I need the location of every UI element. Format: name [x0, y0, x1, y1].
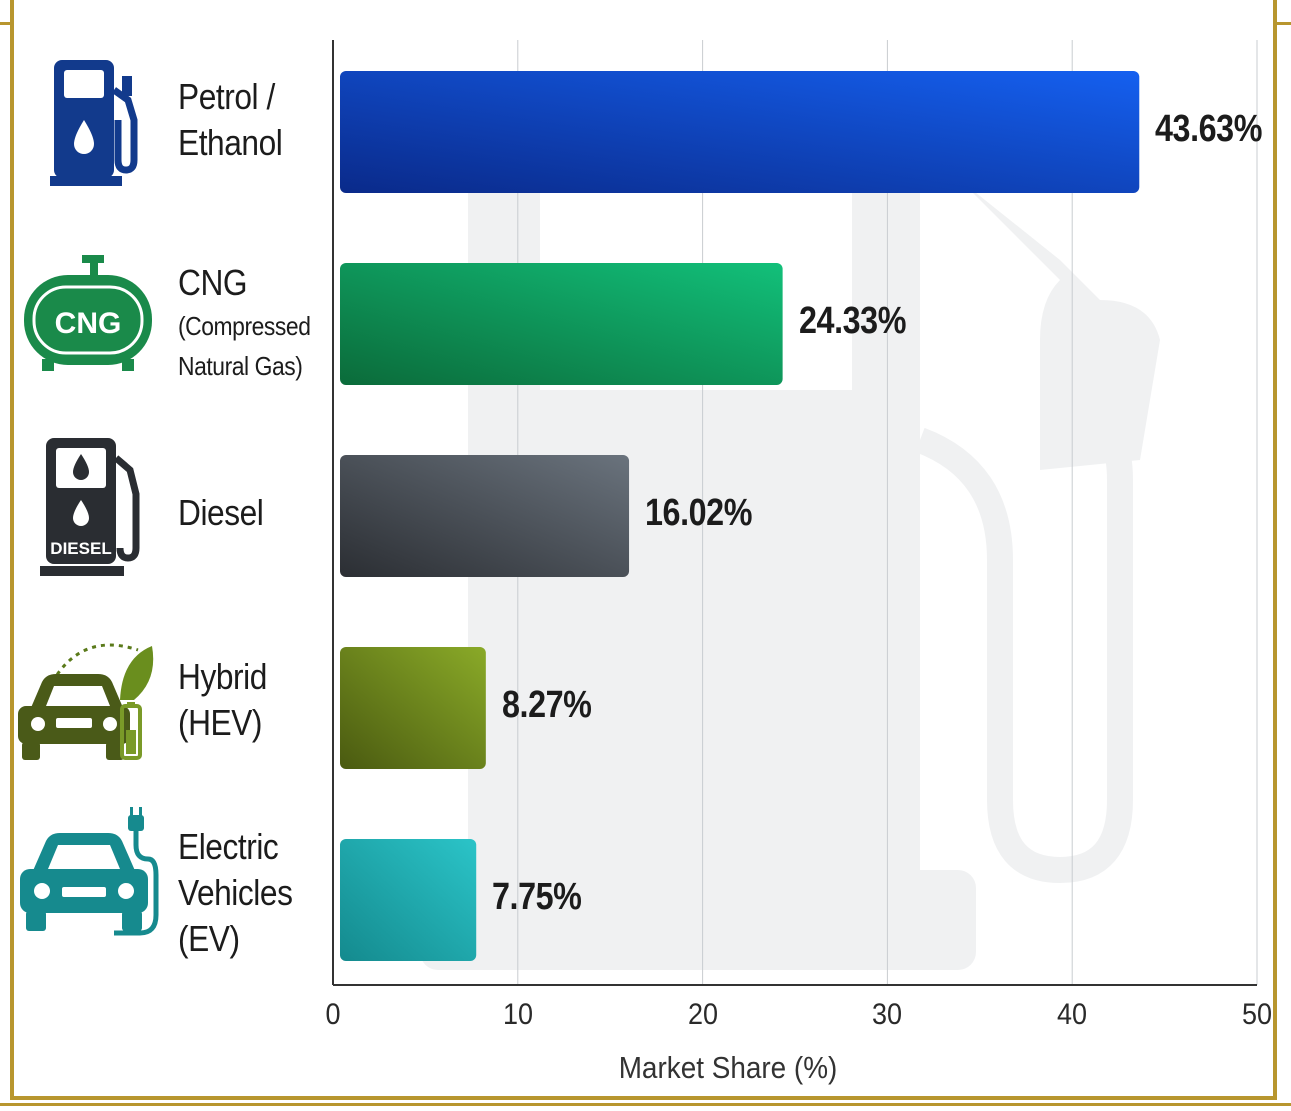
bottom-border-line — [0, 1103, 1291, 1106]
bar — [340, 71, 1140, 193]
bar — [340, 455, 630, 577]
category-line: (EV) — [178, 918, 240, 959]
bar-value-label: 16.02% — [645, 492, 753, 534]
category-line: Diesel — [178, 492, 264, 533]
x-tick-label: 40 — [1057, 998, 1088, 1031]
x-tick-label: 20 — [687, 998, 718, 1031]
category-line: Electric — [178, 826, 279, 867]
category-label-cng: CNG (Compressed Natural Gas) — [178, 260, 311, 386]
electric-car-icon — [20, 807, 159, 936]
cng-cylinder-icon: CNG — [24, 255, 152, 371]
category-line: CNG — [178, 262, 248, 303]
category-label-electric: Electric Vehicles (EV) — [178, 824, 293, 962]
bar — [340, 263, 783, 385]
x-tick-label: 30 — [872, 998, 903, 1031]
bar-value-label: 43.63% — [1155, 108, 1263, 150]
hybrid-car-icon — [18, 643, 154, 760]
category-line: Hybrid — [178, 656, 267, 697]
category-label-diesel: Diesel — [178, 490, 264, 536]
fuel-pump-icon — [50, 60, 138, 186]
bar — [340, 839, 477, 961]
diesel-pump-icon: DIESEL — [40, 438, 140, 576]
x-axis-title: Market Share (%) — [618, 1050, 838, 1085]
diesel-icon-text: DIESEL — [50, 539, 111, 558]
bar-value-label: 7.75% — [492, 876, 582, 918]
category-line: Vehicles — [178, 872, 293, 913]
category-line: Petrol / — [178, 76, 275, 117]
cng-icon-text: CNG — [55, 307, 122, 340]
x-tick-label: 50 — [1241, 998, 1273, 1031]
category-label-petrol: Petrol / Ethanol — [178, 74, 283, 166]
category-subline: Natural Gas) — [178, 351, 303, 381]
x-tick-label: 0 — [325, 998, 341, 1031]
bar — [340, 647, 486, 769]
category-subline: (Compressed — [178, 311, 311, 341]
category-line: Ethanol — [178, 122, 283, 163]
category-label-hybrid: Hybrid (HEV) — [178, 654, 267, 746]
bar-value-label: 24.33% — [798, 300, 906, 342]
bar-value-label: 8.27% — [501, 684, 592, 726]
x-tick-label: 10 — [502, 998, 533, 1031]
category-line: (HEV) — [178, 702, 263, 743]
